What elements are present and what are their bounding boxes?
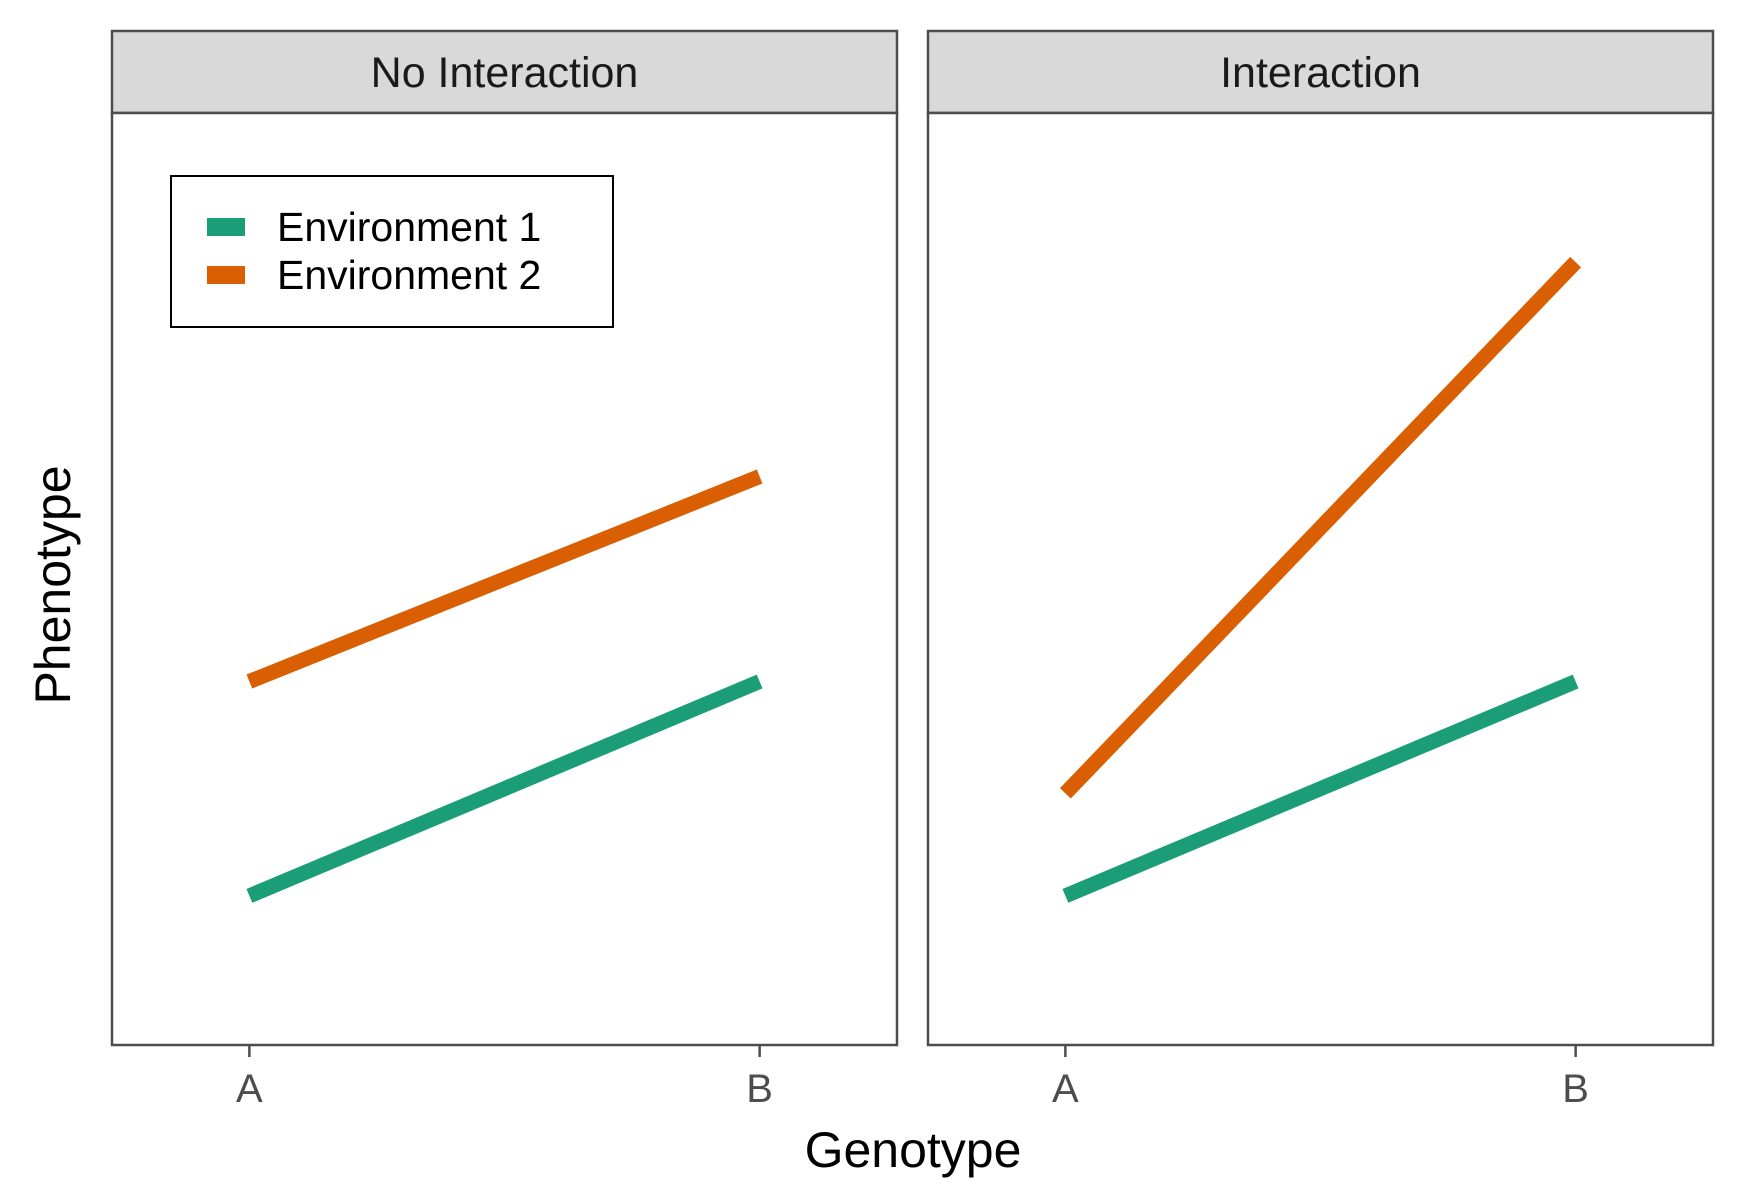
x-tick-label: B (1562, 1067, 1589, 1111)
series-line-1 (246, 674, 763, 903)
x-tick-label: A (236, 1067, 263, 1111)
panel-1: Interaction A B (926, 29, 1715, 1111)
panels: No Interaction A B Interaction A B Environment… (110, 29, 1715, 1111)
panel-strip (110, 29, 899, 115)
legend-box (170, 175, 614, 328)
series-line-2 (246, 469, 763, 689)
legend-key-2 (207, 266, 245, 284)
legend-label-2: Environment 2 (277, 252, 541, 298)
x-tick-label: A (1052, 1067, 1079, 1111)
legend-key-1 (207, 218, 245, 236)
panel-title: Interaction (1220, 49, 1421, 97)
legend-label-1: Environment 1 (277, 204, 541, 250)
x-axis-title: Genotype (805, 1122, 1022, 1178)
x-tick-label: B (746, 1067, 773, 1111)
y-axis-title: Phenotype (25, 465, 81, 704)
series-line-1 (1062, 674, 1579, 903)
plot-panel (926, 111, 1715, 1047)
series-line-2 (1059, 256, 1582, 799)
panel-title: No Interaction (371, 49, 639, 97)
panel-strip (926, 29, 1715, 115)
